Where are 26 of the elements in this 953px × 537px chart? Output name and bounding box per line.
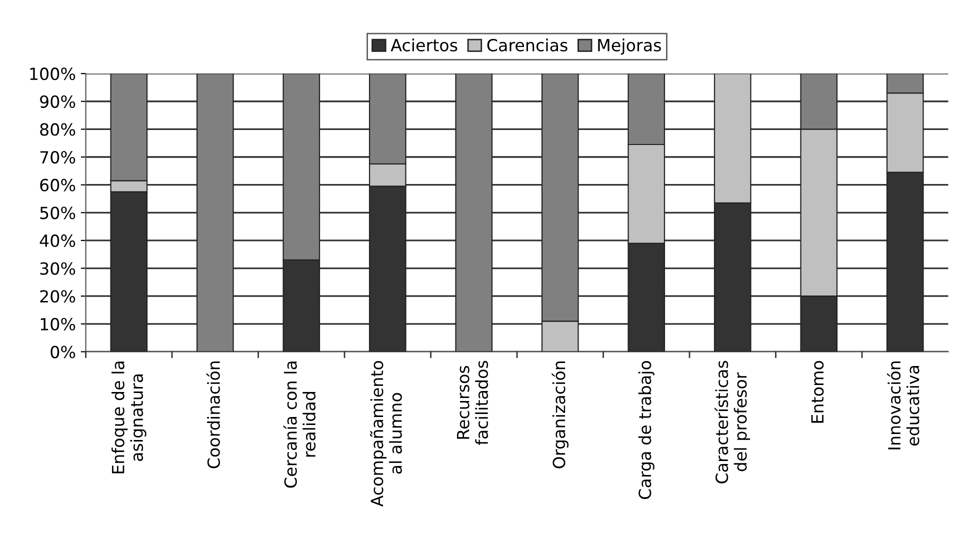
y-tick-label: 90%	[40, 95, 76, 108]
y-tick-label: 100%	[30, 68, 76, 80]
y-tick-label: 80%	[40, 123, 76, 136]
y-tick-label: 50%	[40, 206, 76, 220]
bar	[455, 74, 493, 352]
x-tick-label: Coordinación	[206, 361, 220, 468]
x-tick-label: Organización	[552, 361, 569, 468]
y-tick-label: 40%	[40, 234, 76, 248]
y-tick-label: 0%	[50, 346, 76, 358]
x-tick-label: Recursos facilitados	[456, 360, 488, 446]
y-tick-label: 10%	[40, 318, 76, 330]
y-tick-label: 20%	[40, 290, 76, 303]
legend-label: Mejoras	[598, 38, 661, 55]
legend-label: Aciertos	[390, 38, 458, 52]
y-tick-label: 70%	[40, 150, 76, 164]
x-tick-label: Enfoque de la asignatura	[111, 362, 146, 474]
legend-label: Carencias	[487, 38, 568, 52]
x-tick-label: Acompañamiento al alumno	[370, 360, 402, 507]
y-tick-label: 30%	[40, 262, 76, 275]
y-tick-label: 60%	[40, 178, 76, 192]
x-tick-label: Características del profesor	[714, 360, 750, 484]
x-tick-label: Carga de trabajo	[638, 360, 654, 499]
bar	[196, 74, 234, 352]
x-tick-label: Cercanía con la realidad	[283, 362, 316, 488]
x-tick-label: Entomo	[811, 360, 824, 423]
x-tick-label: Innovación educativa	[887, 361, 920, 450]
